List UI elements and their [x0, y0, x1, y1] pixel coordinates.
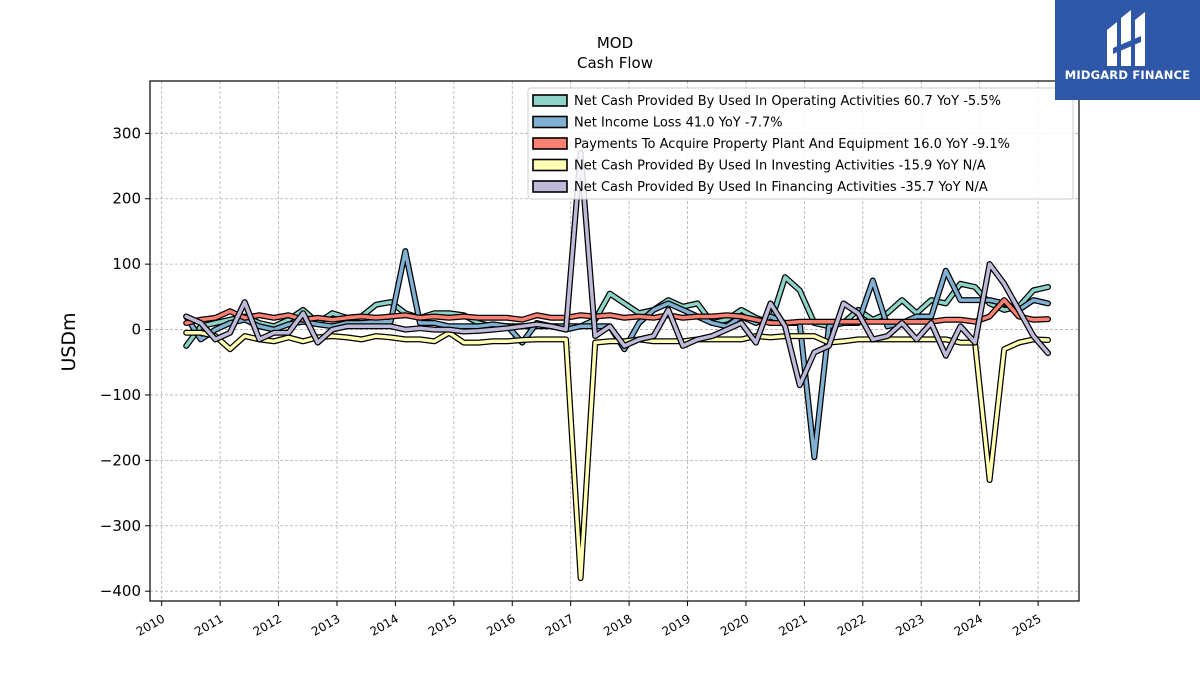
x-tick-label: 2021	[776, 611, 809, 638]
plot-frame	[149, 80, 1080, 602]
x-tick-label: 2014	[367, 611, 400, 638]
series-line-0	[184, 275, 1050, 348]
x-tick-label: 2019	[660, 611, 693, 638]
x-tick-label: 2013	[309, 611, 342, 638]
legend: Net Cash Provided By Used In Operating A…	[527, 87, 1074, 200]
legend-swatch	[532, 137, 568, 150]
series-line-1	[184, 249, 1050, 459]
brand-logo: MIDGARD FINANCE	[1055, 0, 1200, 100]
legend-swatch	[532, 180, 568, 193]
x-tick-label: 2012	[251, 611, 284, 638]
y-tick-label: −100	[100, 386, 141, 404]
legend-box	[527, 87, 1074, 200]
x-tick-label: 2010	[134, 611, 167, 638]
legend-label: Net Cash Provided By Used In Investing A…	[574, 159, 986, 174]
x-tick-label: 2016	[484, 611, 517, 638]
y-axis-label: USDm	[58, 312, 80, 371]
x-tick-label: 2015	[426, 611, 459, 638]
legend-label: Net Cash Provided By Used In Financing A…	[574, 180, 988, 195]
chart-title: MOD	[597, 34, 633, 52]
x-tick-label: 2025	[1010, 611, 1043, 638]
x-tick-label: 2017	[543, 611, 576, 638]
x-axis: 2010 2011 2012 2013 2014 2015 2016 2017 2018 2019…	[134, 601, 1044, 639]
logo-mark-icon	[1107, 10, 1145, 66]
y-tick-label: −300	[100, 517, 141, 535]
legend-swatch	[532, 94, 568, 107]
brand-name: MIDGARD FINANCE	[1064, 68, 1191, 82]
series-line-4	[184, 151, 1050, 387]
chart-subtitle: Cash Flow	[577, 54, 653, 72]
x-tick-label: 2018	[601, 611, 634, 638]
series-outline-3	[183, 329, 1051, 582]
y-tick-label: 300	[112, 124, 141, 142]
legend-label: Net Cash Provided By Used In Operating A…	[574, 94, 1001, 109]
x-tick-label: 2024	[952, 611, 985, 638]
x-tick-label: 2022	[835, 611, 868, 638]
series-lines	[183, 149, 1051, 582]
legend-label: Net Income Loss 41.0 YoY -7.7%	[574, 116, 783, 131]
series-outline-1	[183, 248, 1051, 461]
y-tick-label: 0	[131, 321, 141, 339]
x-tick-label: 2011	[192, 611, 225, 638]
legend-swatch	[532, 158, 568, 172]
x-tick-label: 2023	[893, 611, 926, 638]
series-line-3	[184, 331, 1050, 580]
y-tick-label: −400	[100, 582, 141, 600]
x-tick-label: 2020	[718, 611, 751, 638]
legend-label: Payments To Acquire Property Plant And E…	[574, 137, 1010, 152]
y-tick-label: 200	[112, 190, 141, 208]
legend-swatch	[532, 115, 568, 129]
y-axis: 300 200 100 0 −100 −200 −300 −400	[100, 124, 150, 600]
y-tick-label: −200	[100, 451, 141, 469]
y-tick-label: 100	[112, 255, 141, 273]
